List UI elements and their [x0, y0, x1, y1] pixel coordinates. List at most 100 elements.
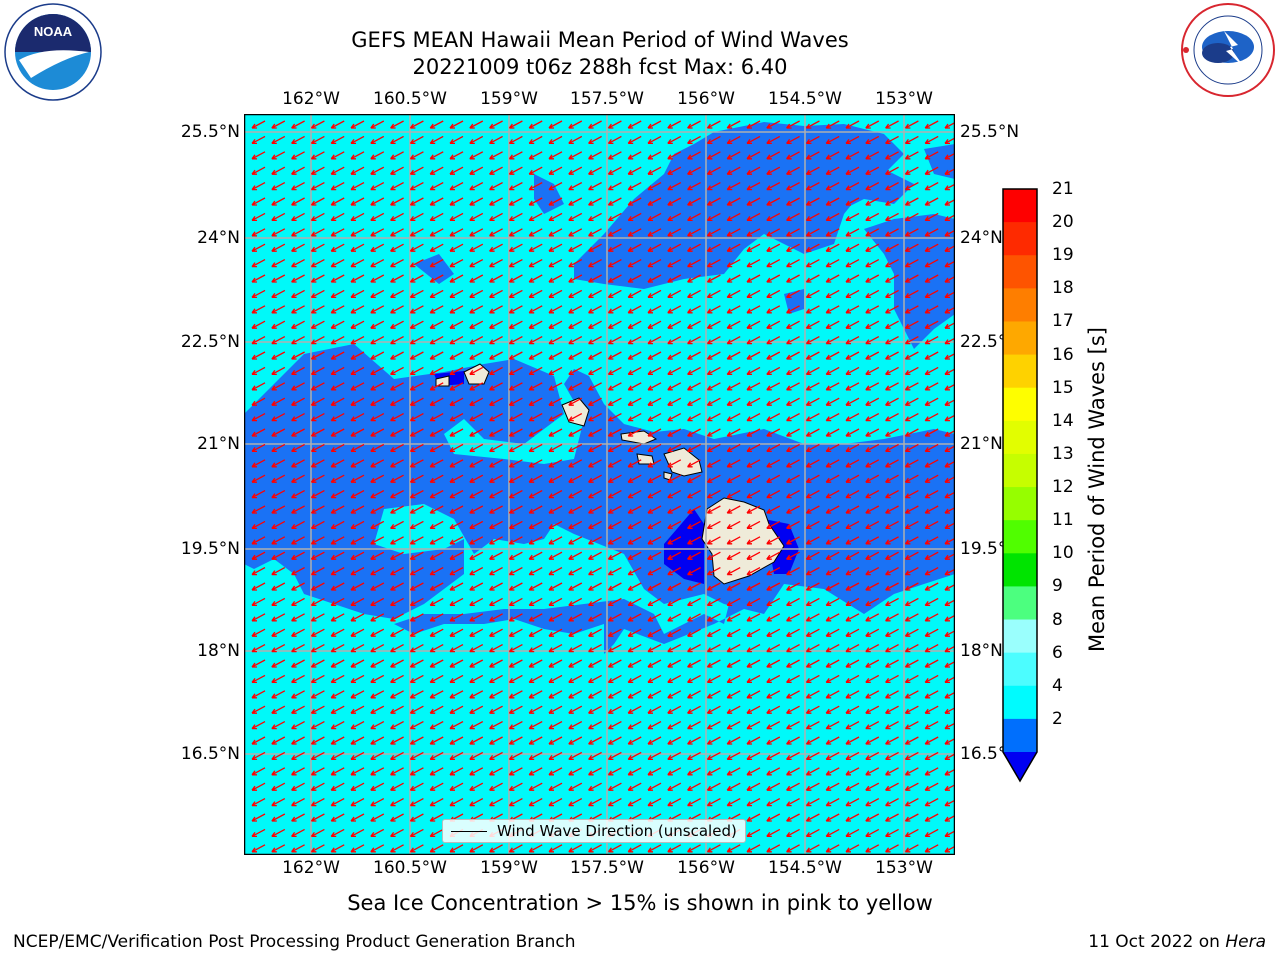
wave-direction-arrow	[726, 135, 741, 145]
wave-direction-arrow	[568, 182, 583, 191]
wave-direction-arrow	[944, 352, 955, 360]
wave-direction-arrow	[766, 551, 781, 560]
wave-direction-arrow	[251, 474, 266, 483]
wave-direction-arrow	[409, 597, 424, 607]
wave-direction-arrow	[568, 443, 583, 453]
wave-direction-arrow	[726, 320, 741, 329]
wave-direction-arrow	[291, 782, 305, 791]
wave-direction-arrow	[647, 413, 662, 422]
wave-direction-arrow	[330, 751, 345, 761]
wave-direction-arrow	[390, 151, 404, 160]
lat-tick-left: 19.5°N	[180, 539, 240, 559]
wave-direction-arrow	[885, 659, 899, 668]
lat-tick-right: 25.5°N	[960, 122, 1020, 142]
wave-direction-arrow	[588, 182, 602, 191]
wave-direction-arrow	[251, 182, 266, 191]
wave-direction-arrow	[904, 705, 919, 714]
wave-direction-arrow	[726, 197, 741, 206]
wave-direction-arrow	[706, 798, 721, 807]
wave-direction-arrow	[687, 135, 701, 145]
wave-direction-arrow	[291, 490, 305, 499]
wave-direction-arrow	[885, 459, 899, 468]
wave-direction-arrow	[310, 274, 325, 283]
wave-direction-arrow	[370, 305, 385, 314]
wave-direction-arrow	[291, 567, 305, 576]
wave-direction-arrow	[627, 490, 642, 499]
wave-direction-arrow	[607, 736, 622, 745]
wave-direction-arrow	[390, 490, 404, 499]
wave-direction-arrow	[390, 366, 404, 376]
wave-direction-arrow	[449, 320, 464, 329]
colorbar-under-triangle	[1003, 752, 1037, 781]
wave-direction-arrow	[409, 120, 424, 129]
wave-direction-arrow	[825, 474, 840, 483]
wave-direction-arrow	[845, 844, 860, 853]
wave-direction-arrow	[271, 536, 286, 545]
wave-direction-arrow	[350, 428, 365, 437]
wave-direction-arrow	[885, 813, 899, 822]
wave-direction-arrow	[885, 536, 899, 545]
wave-direction-arrow	[885, 721, 899, 730]
wave-direction-arrow	[904, 351, 919, 360]
wave-direction-arrow	[706, 782, 721, 791]
wave-direction-arrow	[251, 536, 266, 545]
wave-direction-arrow	[568, 690, 583, 699]
wave-direction-arrow	[706, 135, 721, 145]
wave-direction-arrow	[350, 582, 365, 591]
wave-direction-arrow	[667, 551, 682, 560]
wave-direction-arrow	[449, 490, 464, 499]
wave-direction-arrow	[627, 320, 642, 329]
wave-direction-arrow	[508, 782, 523, 791]
wave-direction-arrow	[528, 690, 543, 699]
wave-direction-arrow	[310, 674, 325, 684]
wave-direction-arrow	[805, 351, 820, 360]
wave-direction-arrow	[508, 659, 523, 668]
wave-direction-arrow	[251, 197, 266, 206]
wave-direction-arrow	[904, 243, 919, 252]
wave-direction-arrow	[865, 212, 880, 222]
wave-direction-arrow	[726, 212, 741, 222]
wave-direction-arrow	[271, 212, 286, 222]
wave-direction-arrow	[726, 659, 741, 668]
wave-direction-arrow	[865, 490, 880, 499]
wave-direction-arrow	[271, 397, 286, 406]
wave-direction-arrow	[350, 351, 365, 360]
wave-direction-arrow	[924, 443, 939, 453]
wave-direction-arrow	[627, 182, 642, 191]
wave-direction-arrow	[904, 120, 919, 129]
wave-direction-arrow	[885, 336, 899, 345]
wave-direction-arrow	[588, 690, 602, 699]
wave-direction-arrow	[865, 351, 880, 360]
wave-direction-arrow	[726, 243, 741, 252]
colorbar-segment	[1003, 420, 1037, 455]
wave-direction-arrow	[667, 197, 682, 206]
wave-direction-arrow	[885, 151, 899, 160]
wave-direction-arrow	[647, 135, 662, 145]
wave-direction-arrow	[786, 197, 800, 206]
wave-direction-arrow	[469, 182, 484, 191]
colorbar	[1002, 188, 1038, 783]
wave-direction-arrow	[667, 798, 682, 807]
wave-direction-arrow	[469, 336, 484, 345]
wave-direction-arrow	[766, 490, 781, 499]
wave-direction-arrow	[449, 567, 464, 576]
wave-direction-arrow	[350, 413, 365, 422]
wave-direction-arrow	[449, 413, 464, 422]
wave-direction-arrow	[251, 798, 266, 807]
wave-direction-arrow	[548, 397, 563, 406]
wave-direction-arrow	[845, 443, 860, 453]
wave-direction-arrow	[726, 382, 741, 391]
wave-direction-arrow	[726, 721, 741, 730]
wave-direction-arrow	[924, 551, 939, 560]
wave-direction-arrow	[944, 214, 955, 222]
wave-direction-arrow	[746, 721, 761, 730]
wave-direction-arrow	[865, 844, 880, 853]
wave-direction-arrow	[390, 228, 404, 237]
wave-direction-arrow	[568, 798, 583, 807]
wave-direction-arrow	[390, 243, 404, 252]
wave-direction-arrow	[865, 582, 880, 591]
wave-direction-arrow	[310, 828, 325, 838]
wave-direction-arrow	[825, 166, 840, 175]
wave-direction-arrow	[330, 813, 345, 822]
wave-direction-arrow	[508, 751, 523, 761]
